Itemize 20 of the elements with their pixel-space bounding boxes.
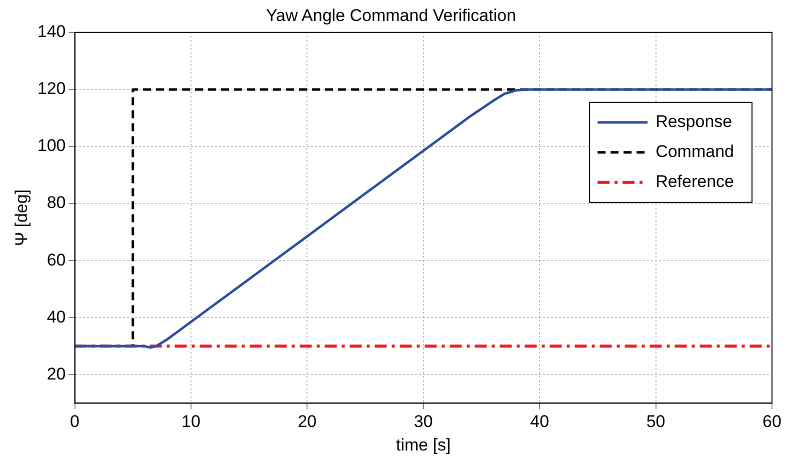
y-tick-label: 100	[37, 136, 66, 156]
y-tick-label: 120	[37, 79, 66, 98]
y-tick-label: 40	[46, 307, 66, 326]
y-tick-label: 80	[46, 193, 66, 212]
x-tick-label: 40	[530, 412, 550, 432]
y-tick-label: 60	[46, 250, 66, 270]
x-tick-label: 0	[70, 412, 80, 432]
y-tick-label: 20	[46, 364, 66, 384]
x-tick-label: 20	[298, 412, 317, 432]
x-tick-label: 30	[414, 412, 433, 432]
x-tick-label: 10	[182, 412, 200, 432]
legend-label: Response	[656, 112, 732, 132]
y-tick-label: 140	[37, 22, 66, 42]
x-tick-label: 60	[762, 412, 782, 432]
x-axis-title: time [s]	[396, 435, 451, 454]
legend-label: Command	[656, 142, 734, 162]
y-axis-title: Ψ [deg]	[12, 189, 31, 246]
x-tick-label: 50	[646, 412, 666, 432]
chart-title: Yaw Angle Command Verification	[266, 6, 516, 25]
legend-label: Reference	[656, 172, 734, 192]
